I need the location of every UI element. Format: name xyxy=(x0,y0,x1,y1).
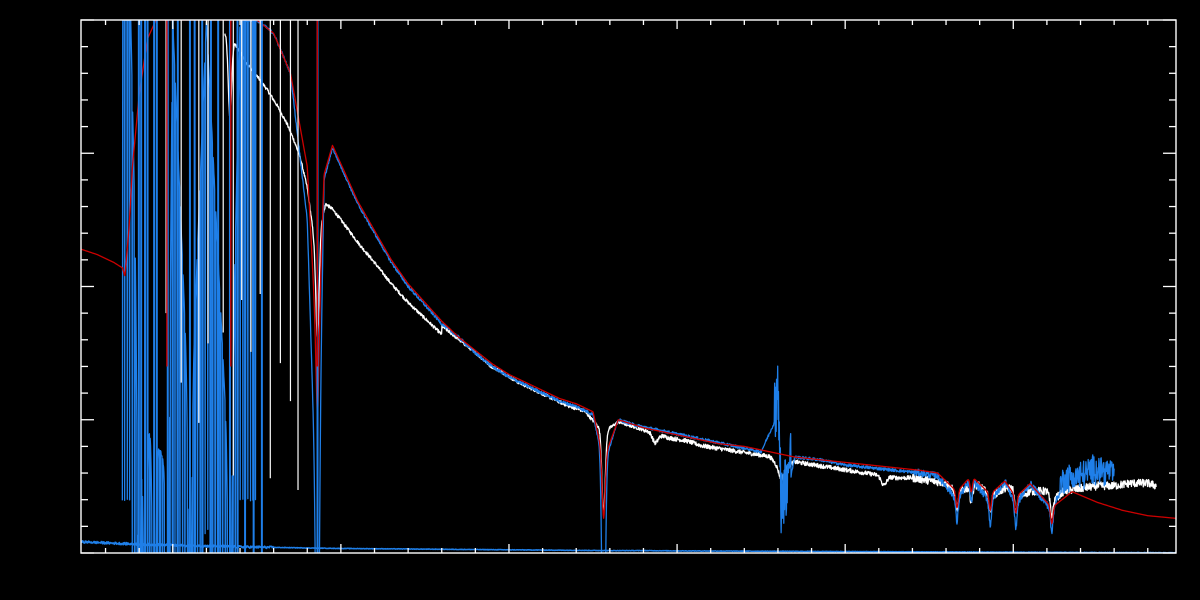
series-model-fit xyxy=(81,20,1176,525)
series-observed-spectrum xyxy=(224,33,1157,519)
series-error-spectrum xyxy=(81,539,1176,553)
axes-layer xyxy=(80,19,1177,554)
data-series-layer xyxy=(81,20,1176,553)
